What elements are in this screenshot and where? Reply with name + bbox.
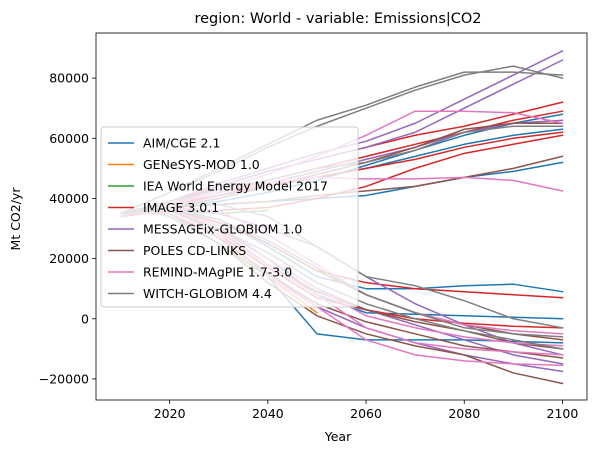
legend-label: IMAGE 3.0.1 <box>143 200 219 215</box>
y-tick-label: 40000 <box>49 191 89 206</box>
y-tick-label: 60000 <box>49 131 89 146</box>
axes-frame <box>95 32 588 401</box>
x-axis-label: Year <box>324 429 352 444</box>
legend-label: IEA World Energy Model 2017 <box>143 179 328 194</box>
y-tick-label: 80000 <box>49 71 89 86</box>
legend-label: MESSAGEix-GLOBIOM 1.0 <box>143 222 302 237</box>
axes: 2020 2040 2060 2080 2100 −20000 0 20000 40000 600… <box>39 32 588 421</box>
x-tick-label: 2020 <box>154 406 186 421</box>
legend-label: GENeSYS-MOD 1.0 <box>143 157 260 172</box>
legend-label: REMIND-MAgPIE 1.7-3.0 <box>143 265 292 280</box>
y-tick-label: 20000 <box>49 251 89 266</box>
x-tick-label: 2040 <box>252 406 284 421</box>
x-tick-label: 2100 <box>547 406 579 421</box>
legend-label: POLES CD-LINKS <box>143 243 246 258</box>
x-tick-label: 2060 <box>350 406 382 421</box>
x-tick-label: 2080 <box>448 406 480 421</box>
y-tick-label: 0 <box>81 311 89 326</box>
legend-box <box>100 126 359 308</box>
y-tick-label: −20000 <box>39 371 89 386</box>
chart-title: region: World - variable: Emissions|CO2 <box>194 11 481 27</box>
y-axis-label: Mt CO2/yr <box>8 187 23 251</box>
legend-label: AIM/CGE 2.1 <box>143 136 220 151</box>
legend: AIM/CGE 2.1 GENeSYS-MOD 1.0 IEA World Ener… <box>100 126 359 308</box>
legend-label: WITCH-GLOBIOM 4.4 <box>143 286 272 301</box>
